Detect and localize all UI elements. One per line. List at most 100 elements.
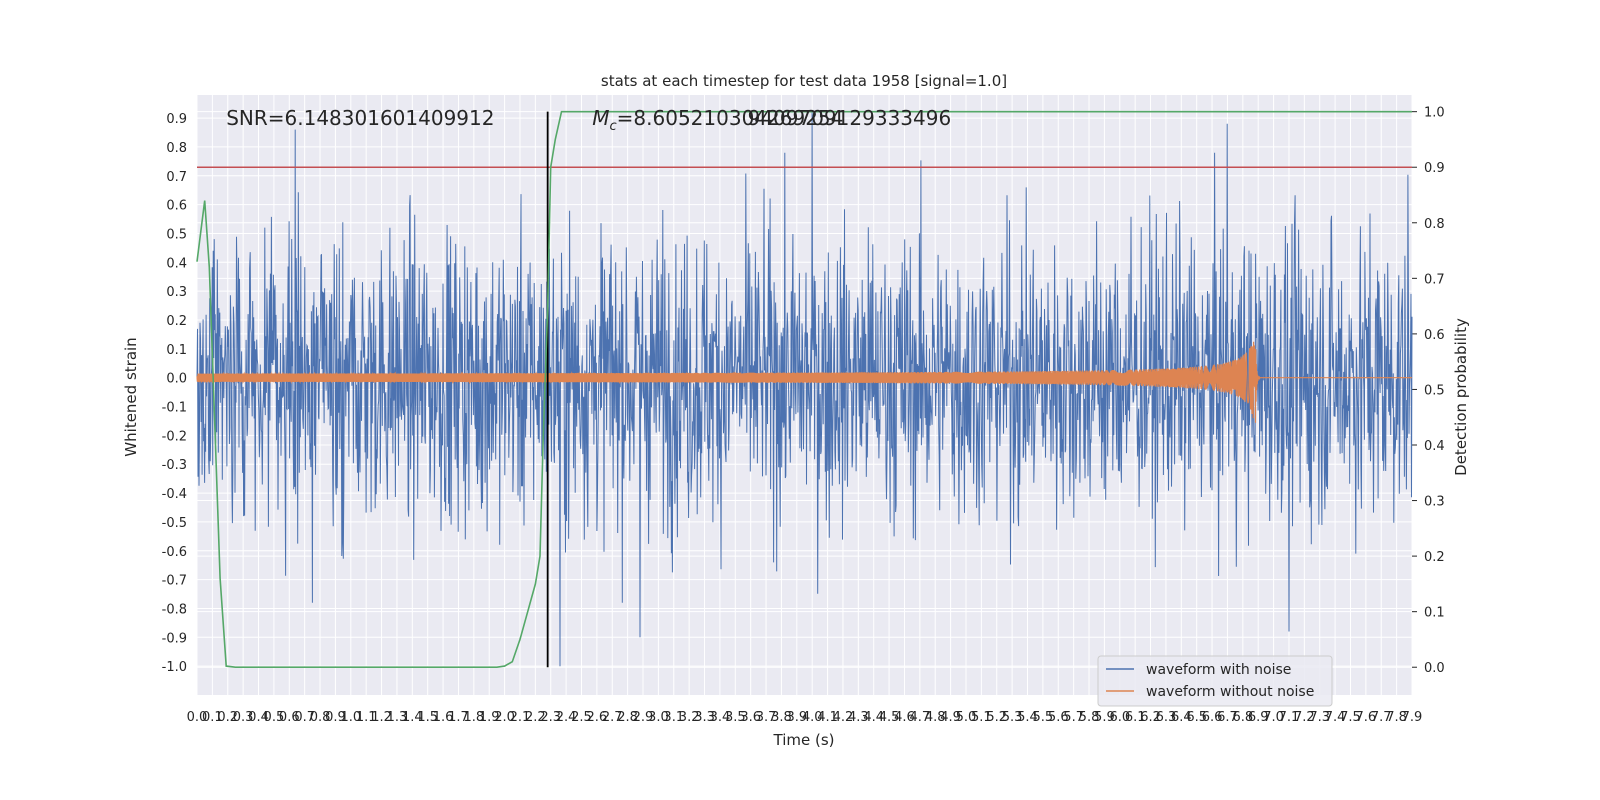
annotation-chirp-mass-value: =8.605210304269254 xyxy=(617,106,844,130)
x-tick-label: 1.3 xyxy=(387,710,408,725)
y-tick-label: 0.9 xyxy=(166,112,187,127)
x-tick-label: 5.4 xyxy=(1017,710,1038,725)
y-tick-label: 0.4 xyxy=(166,256,187,271)
x-tick-label: 1.8 xyxy=(463,710,484,725)
x-tick-label: 3.4 xyxy=(710,710,731,725)
x-tick-label: 6.3 xyxy=(1156,710,1177,725)
x-tick-label: 7.4 xyxy=(1325,710,1346,725)
x-tick-label: 1.7 xyxy=(448,710,469,725)
x-tick-label: 4.0 xyxy=(802,710,823,725)
x-tick-label: 6.5 xyxy=(1186,710,1207,725)
y-tick-label: -1.0 xyxy=(162,660,187,675)
series-detection-probability xyxy=(196,110,1412,669)
x-tick-label: 3.3 xyxy=(694,710,715,725)
y-tick-label: -0.8 xyxy=(162,602,187,617)
x-tick-label: 5.7 xyxy=(1063,710,1084,725)
y-tick-label: 0.5 xyxy=(166,227,187,242)
x-tick-label: 7.0 xyxy=(1263,710,1284,725)
x-tick-label: 6.0 xyxy=(1109,710,1130,725)
x-tick-label: 5.9 xyxy=(1094,710,1115,725)
x-tick-label: 0.3 xyxy=(233,710,254,725)
series-waveform-with-noise xyxy=(196,112,1413,667)
x-tick-label: 2.2 xyxy=(525,710,546,725)
y-tick-label: -0.4 xyxy=(162,487,187,502)
x-tick-label: 3.5 xyxy=(725,710,746,725)
x-tick-label: 0.6 xyxy=(279,710,300,725)
x-tick-label: 6.6 xyxy=(1202,710,1223,725)
x-tick-label: 0.0 xyxy=(187,710,208,725)
x-tick-label: 2.9 xyxy=(633,710,654,725)
annotation-overlap-value: 9409709129333496 xyxy=(748,106,952,130)
x-tick-label: 5.1 xyxy=(971,710,992,725)
y-tick-labels: -1.0 -0.9 -0.8 -0.7 -0.6 -0.5 -0.4 -0.3 -0.2 -0.1… xyxy=(162,112,187,675)
x-tick-label: 6.9 xyxy=(1248,710,1269,725)
y2-tick-label: 0.8 xyxy=(1424,217,1445,232)
x-tick-label: 4.3 xyxy=(848,710,869,725)
x-tick-label: 4.8 xyxy=(925,710,946,725)
x-tick-label: 6.7 xyxy=(1217,710,1238,725)
x-tick-label: 4.4 xyxy=(863,710,884,725)
y-tick-label: 0.8 xyxy=(166,141,187,156)
y-tick-label: -0.2 xyxy=(162,429,187,444)
x-tick-label: 1.6 xyxy=(433,710,454,725)
y-tick-label: 0.1 xyxy=(166,343,187,358)
y-tick-label: 0.6 xyxy=(166,199,187,214)
x-tick-label: 5.3 xyxy=(1002,710,1023,725)
annotations: SNR=6.148301601409912 Mc=8.6052103042692… xyxy=(226,106,951,134)
x-tick-label: 5.2 xyxy=(986,710,1007,725)
x-tick-label: 7.5 xyxy=(1340,710,1361,725)
annotation-snr: SNR=6.148301601409912 xyxy=(226,106,494,130)
x-tick-label: 7.7 xyxy=(1371,710,1392,725)
x-tick-label: 7.8 xyxy=(1386,710,1407,725)
y-tick-label: -0.1 xyxy=(162,401,187,416)
y-axis-label: Whitened strain xyxy=(122,337,140,456)
y-tick-label: 0.0 xyxy=(166,372,187,387)
x-tick-label: 1.2 xyxy=(371,710,392,725)
x-tick-label: 7.2 xyxy=(1294,710,1315,725)
x-tick-label: 6.2 xyxy=(1140,710,1161,725)
y2-tick-label: 0.4 xyxy=(1424,439,1445,454)
x-tick-label: 0.1 xyxy=(202,710,223,725)
y2-tick-labels: 0.0 0.1 0.2 0.3 0.4 0.5 0.6 0.7 0.8 0.9 1.0 xyxy=(1424,106,1445,677)
y2-tick-label: 0.6 xyxy=(1424,328,1445,343)
x-tick-label: 7.6 xyxy=(1356,710,1377,725)
x-tick-label: 1.0 xyxy=(340,710,361,725)
y2-tick-label: 0.1 xyxy=(1424,606,1445,621)
y-tick-label: -0.9 xyxy=(162,631,187,646)
x-tick-label: 4.5 xyxy=(879,710,900,725)
annotation-chirp-mass-symbol: M xyxy=(592,106,609,130)
y2-axis-label: Detection probability xyxy=(1452,318,1470,476)
x-tick-label: 1.1 xyxy=(356,710,377,725)
x-tick-label: 0.8 xyxy=(310,710,331,725)
x-tick-label: 1.5 xyxy=(417,710,438,725)
x-tick-label: 5.5 xyxy=(1033,710,1054,725)
x-tick-label: 0.9 xyxy=(325,710,346,725)
chart-title: stats at each timestep for test data 195… xyxy=(601,72,1007,90)
legend-label-clean: waveform without noise xyxy=(1146,684,1314,700)
x-tick-label: 6.4 xyxy=(1171,710,1192,725)
x-tick-label: 0.2 xyxy=(217,710,238,725)
x-tick-label: 5.0 xyxy=(956,710,977,725)
y-tick-label: 0.3 xyxy=(166,285,187,300)
x-tick-label: 4.7 xyxy=(910,710,931,725)
x-tick-label: 7.9 xyxy=(1402,710,1423,725)
legend-box xyxy=(1097,655,1333,707)
x-tick-label: 0.4 xyxy=(248,710,269,725)
y2-tick-label: 0.3 xyxy=(1424,495,1445,510)
x-tick-label: 3.8 xyxy=(771,710,792,725)
x-tick-label: 6.8 xyxy=(1232,710,1253,725)
x-tick-label: 4.9 xyxy=(940,710,961,725)
y2-tick-label: 0.9 xyxy=(1424,161,1445,176)
x-tick-label: 3.9 xyxy=(786,710,807,725)
x-tick-label: 3.0 xyxy=(648,710,669,725)
series-waveform-without-noise xyxy=(196,341,1412,423)
y2-tick-label: 0.7 xyxy=(1424,272,1445,287)
x-tick-label: 3.2 xyxy=(679,710,700,725)
x-tick-label: 5.6 xyxy=(1048,710,1069,725)
x-tick-label: 1.9 xyxy=(479,710,500,725)
legend: waveform with noise waveform without noi… xyxy=(1097,655,1333,707)
y-tick-label: -0.5 xyxy=(162,516,187,531)
x-tick-label: 2.8 xyxy=(617,710,638,725)
x-tick-label: 3.7 xyxy=(756,710,777,725)
